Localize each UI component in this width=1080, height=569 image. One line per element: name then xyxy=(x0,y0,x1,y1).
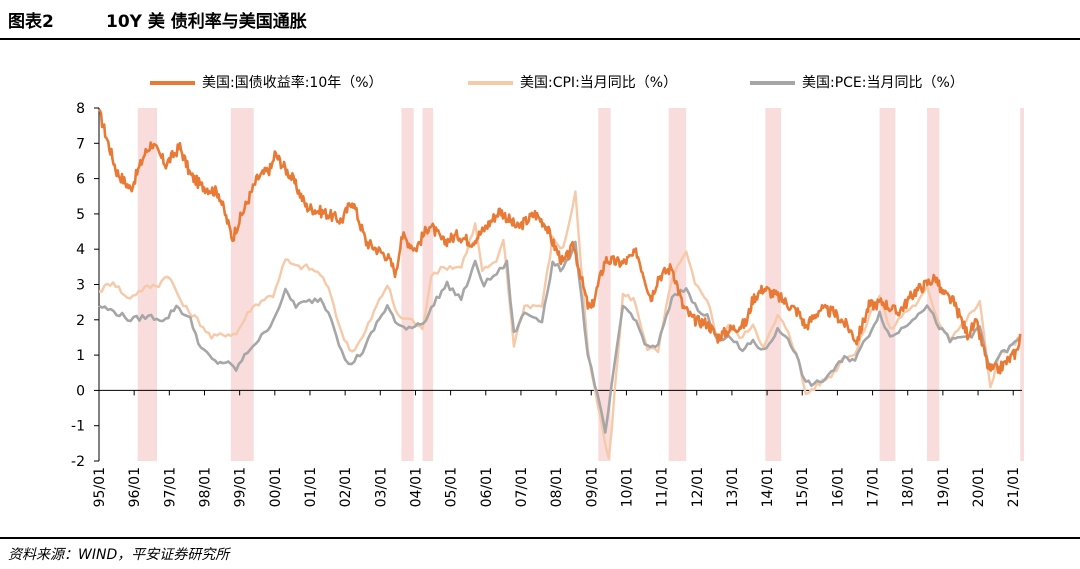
x-tick-label-8: 03/01 xyxy=(373,467,389,507)
x-tick-label-16: 11/01 xyxy=(655,467,671,507)
x-tick-label-11: 06/01 xyxy=(479,467,495,507)
y-tick-label-5: 3 xyxy=(76,278,85,294)
x-tick-label-26: 21/01 xyxy=(1006,467,1022,507)
legend-swatch-cpi xyxy=(468,81,513,85)
x-tick-label-9: 04/01 xyxy=(408,467,424,507)
shaded-period-2 xyxy=(401,108,414,461)
y-tick-label-6: 4 xyxy=(76,242,85,258)
legend-swatch-pce xyxy=(750,81,795,85)
x-tick-label-20: 15/01 xyxy=(795,467,811,507)
x-tick-label-10: 05/01 xyxy=(444,467,460,507)
x-tick-label-12: 07/01 xyxy=(514,467,530,507)
x-tick-label-7: 02/01 xyxy=(338,467,354,507)
shaded-period-7 xyxy=(879,108,896,461)
y-tick-label-4: 2 xyxy=(76,313,85,329)
y-tick-label-3: 1 xyxy=(76,348,85,364)
x-tick-label-17: 12/01 xyxy=(690,467,706,507)
shaded-period-6 xyxy=(765,108,782,461)
legend-label-cpi: 美国:CPI:当月同比（%） xyxy=(520,75,678,91)
y-tick-label-10: 8 xyxy=(76,101,85,117)
figure-footer: 资料来源：WIND，平安证券研究所 xyxy=(0,537,1080,569)
y-tick-label-8: 6 xyxy=(76,172,85,188)
x-tick-label-14: 09/01 xyxy=(584,467,600,507)
x-tick-label-13: 08/01 xyxy=(549,467,565,507)
x-tick-label-2: 97/01 xyxy=(162,467,178,507)
figure-header: 图表2 10Y 美 债利率与美国通胀 xyxy=(0,0,1080,40)
x-tick-label-18: 13/01 xyxy=(725,467,741,507)
figure-label: 图表2 xyxy=(8,12,54,32)
line-chart: -2 -1 0 1 2 3 4 5 6 7 8 95/01 96/01 97/01 98/01 99/01 00… xyxy=(71,101,1024,507)
y-tick-label-0: -2 xyxy=(71,454,85,470)
y-tick-label-7: 5 xyxy=(76,207,85,223)
legend-label-pce: 美国:PCE:当月同比（%） xyxy=(802,75,964,91)
source-note: 资料来源：WIND，平安证券研究所 xyxy=(8,547,230,563)
y-tick-label-2: 0 xyxy=(76,383,85,399)
series-line-0 xyxy=(98,109,1022,375)
series-line-1 xyxy=(99,190,1021,460)
x-tick-label-25: 20/01 xyxy=(971,467,987,507)
x-tick-label-24: 19/01 xyxy=(936,467,952,507)
shaded-period-3 xyxy=(422,108,434,461)
x-tick-label-3: 98/01 xyxy=(197,467,213,507)
legend-label-treasury-10y: 美国:国债收益率:10年（%） xyxy=(202,75,383,91)
x-tick-label-19: 14/01 xyxy=(760,467,776,507)
x-tick-label-6: 01/01 xyxy=(303,467,319,507)
x-tick-label-21: 16/01 xyxy=(830,467,846,507)
legend-swatch-treasury-10y xyxy=(150,81,195,85)
figure-title: 10Y 美 债利率与美国通胀 xyxy=(106,12,307,32)
x-tick-label-22: 17/01 xyxy=(866,467,882,507)
x-tick-label-23: 18/01 xyxy=(901,467,917,507)
y-tick-label-1: -1 xyxy=(71,419,85,435)
x-tick-label-0: 95/01 xyxy=(92,467,108,507)
chart-legend: 美国:国债收益率:10年（%） 美国:CPI:当月同比（%） 美国:PCE:当月… xyxy=(150,72,1050,94)
shaded-period-9 xyxy=(1020,108,1024,461)
x-tick-label-1: 96/01 xyxy=(127,467,143,507)
shaded-period-4 xyxy=(598,108,611,461)
shaded-period-1 xyxy=(230,108,254,461)
shaded-period-8 xyxy=(927,108,940,461)
y-tick-label-9: 7 xyxy=(76,136,85,152)
x-tick-label-4: 99/01 xyxy=(233,467,249,507)
x-tick-label-15: 10/01 xyxy=(619,467,635,507)
x-tick-label-5: 00/01 xyxy=(268,467,284,507)
series-line-2 xyxy=(98,240,1022,434)
